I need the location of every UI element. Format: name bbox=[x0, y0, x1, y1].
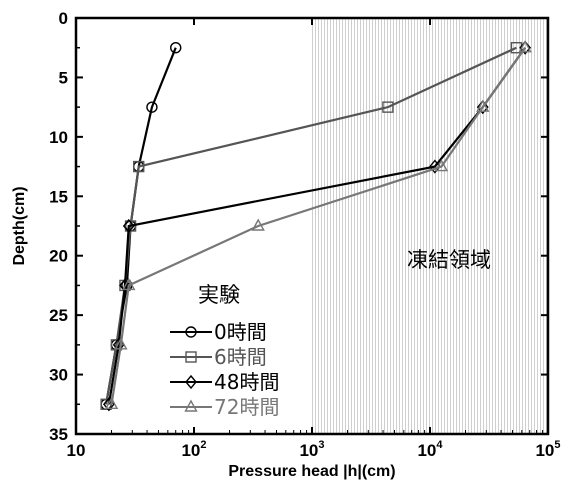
data-point-triangle bbox=[104, 396, 119, 409]
plot-frame bbox=[74, 16, 550, 436]
y-tick-label: 25 bbox=[49, 306, 68, 325]
y-axis-label: Depth(cm) bbox=[11, 186, 28, 265]
data-point-square bbox=[185, 351, 197, 363]
legend-entry-label: 72時間 bbox=[214, 395, 279, 419]
y-tick-label: 20 bbox=[49, 247, 68, 266]
x-axis-label: Pressure head |h|(cm) bbox=[228, 463, 395, 480]
y-tick-label: 5 bbox=[59, 68, 68, 87]
x-tick-base: 10 bbox=[535, 441, 554, 460]
data-point-circle bbox=[146, 101, 158, 113]
series-line bbox=[110, 47, 527, 405]
x-tick-base: 10 bbox=[67, 441, 86, 460]
y-tick-label: 30 bbox=[49, 366, 68, 385]
data-point-triangle bbox=[114, 337, 128, 350]
legend-entry-label: 6時間 bbox=[214, 345, 267, 369]
y-tick-label: 10 bbox=[49, 128, 68, 147]
x-tick-exponent: 5 bbox=[554, 439, 560, 451]
x-tick-base: 10 bbox=[417, 441, 436, 460]
x-tick-exponent: 4 bbox=[436, 439, 443, 451]
data-point-triangle bbox=[476, 99, 490, 112]
x-tick-exponent: 2 bbox=[200, 439, 206, 451]
legend-entry-label: 0時間 bbox=[214, 320, 267, 344]
y-axis-ticks: 0 5 10 15 20 25 30 35 bbox=[49, 9, 548, 444]
data-point-triangle bbox=[518, 40, 532, 53]
y-tick-label: 0 bbox=[59, 9, 68, 28]
y-tick-label: 35 bbox=[49, 425, 68, 444]
data-point-diamond bbox=[185, 374, 197, 390]
series-3 bbox=[104, 40, 532, 409]
series-line bbox=[105, 47, 177, 405]
x-tick-base: 10 bbox=[299, 441, 318, 460]
data-point-triangle bbox=[122, 277, 136, 291]
x-tick-label: 105 bbox=[535, 439, 560, 460]
legend-entry-label: 48時間 bbox=[214, 370, 279, 394]
x-tick-label: 104 bbox=[417, 439, 443, 460]
series-0 bbox=[100, 42, 182, 410]
data-point-circle bbox=[185, 326, 197, 338]
series-group bbox=[100, 40, 532, 412]
y-tick-label: 15 bbox=[49, 187, 68, 206]
legend-title: 実験 bbox=[198, 283, 240, 307]
data-point-circle bbox=[170, 42, 182, 54]
x-tick-label: 103 bbox=[299, 439, 324, 460]
x-tick-base: 10 bbox=[181, 441, 200, 460]
data-point-diamond bbox=[476, 100, 489, 115]
data-point-square bbox=[133, 160, 145, 173]
frozen-region-label: 凍結領域 bbox=[407, 248, 491, 272]
data-point-diamond bbox=[122, 218, 135, 234]
data-point-triangle bbox=[184, 399, 198, 412]
frozen-region-shading bbox=[312, 18, 548, 434]
data-point-diamond bbox=[119, 278, 131, 293]
data-point-triangle bbox=[434, 159, 449, 172]
x-tick-exponent: 3 bbox=[318, 439, 324, 451]
x-tick-label: 102 bbox=[181, 439, 206, 460]
x-tick-label: 10 bbox=[67, 441, 86, 460]
x-axis-ticks: 10 102 103 104 105 bbox=[67, 18, 561, 460]
data-point-triangle bbox=[251, 218, 265, 231]
data-point-square bbox=[382, 101, 394, 113]
data-point-diamond bbox=[519, 40, 532, 55]
data-point-diamond bbox=[428, 159, 441, 174]
data-point-square bbox=[100, 398, 112, 410]
data-point-square bbox=[124, 220, 137, 232]
